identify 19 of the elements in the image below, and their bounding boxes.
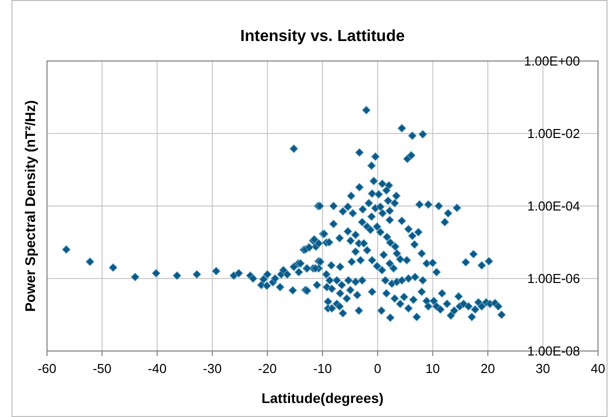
x-tick-label: 20 xyxy=(480,361,496,376)
x-tick-label: 40 xyxy=(590,361,606,376)
chart-title: Intensity vs. Lattitude xyxy=(240,28,405,45)
x-tick-label: -50 xyxy=(92,361,112,376)
x-tick-label: -10 xyxy=(313,361,332,376)
x-tick-label: -60 xyxy=(38,361,56,376)
x-tick-label: 10 xyxy=(425,361,440,376)
x-tick-label: -30 xyxy=(202,361,222,376)
y-tick-label: 1.00E-02 xyxy=(527,126,580,142)
y-axis-title: Power Spectral Density (nT²/Hz) xyxy=(22,100,38,312)
x-tick-label: 30 xyxy=(536,361,550,376)
x-tick-label: 0 xyxy=(374,361,382,376)
x-tick-label: -40 xyxy=(148,361,167,376)
y-tick-label: 1.00E-04 xyxy=(527,198,580,214)
y-tick-label: 1.00E-08 xyxy=(527,344,580,359)
y-tick-label: 1.00E+00 xyxy=(524,54,580,69)
y-tick-label: 1.00E-06 xyxy=(527,271,580,286)
x-tick-label: -20 xyxy=(258,361,277,376)
x-axis-title: Lattitude(degrees) xyxy=(261,390,384,406)
